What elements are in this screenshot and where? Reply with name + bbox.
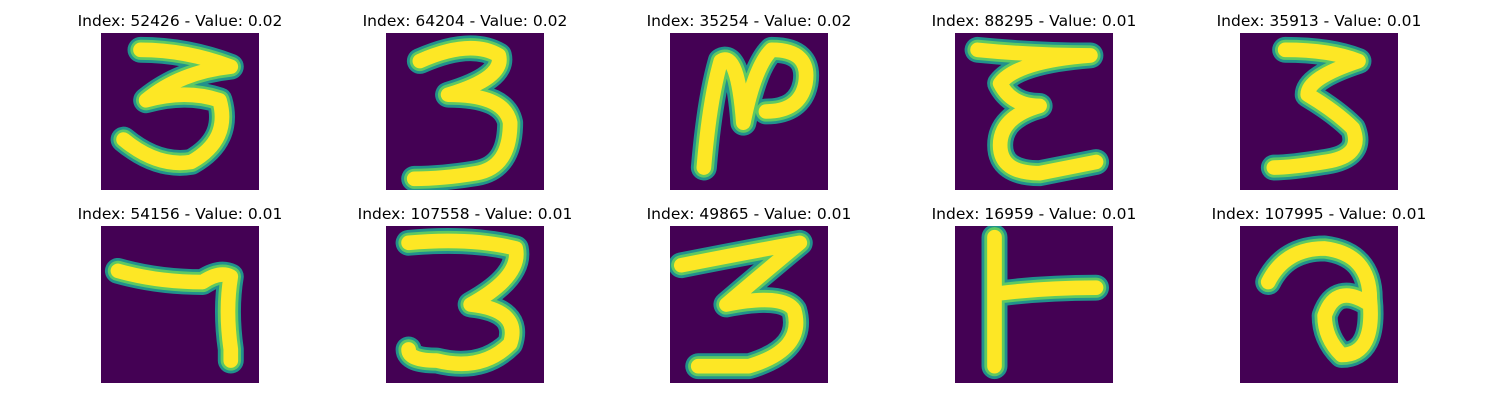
digit-image xyxy=(101,226,259,383)
digit-image xyxy=(386,33,544,190)
stroke-layer xyxy=(401,233,524,372)
panel-title: Index: 54156 - Value: 0.01 xyxy=(77,205,283,223)
panel-title: Index: 16959 - Value: 0.01 xyxy=(931,205,1137,223)
panel-2: Index: 64204 - Value: 0.02 xyxy=(323,12,607,192)
panel-4: Index: 88295 - Value: 0.01 xyxy=(892,12,1176,192)
digit-glyph xyxy=(670,229,813,380)
panel-5: Index: 35913 - Value: 0.01 xyxy=(1177,12,1461,192)
panel-title: Index: 35254 - Value: 0.02 xyxy=(646,12,852,30)
panel-8: Index: 49865 - Value: 0.01 xyxy=(607,205,891,385)
digit-image xyxy=(101,33,259,190)
digit-image xyxy=(386,226,544,383)
panel-7: Index: 107558 - Value: 0.01 xyxy=(323,205,607,385)
digit-image xyxy=(670,33,828,190)
panel-3: Index: 35254 - Value: 0.02 xyxy=(607,12,891,192)
panel-1: Index: 52426 - Value: 0.02 xyxy=(38,12,322,192)
digit-glyph xyxy=(104,257,244,374)
stroke-layer xyxy=(1260,241,1378,363)
digit-glyph xyxy=(964,36,1110,187)
digit-image xyxy=(670,226,828,383)
stroke-layer xyxy=(110,263,239,368)
digit-glyph xyxy=(1255,235,1384,368)
panel-10: Index: 107995 - Value: 0.01 xyxy=(1177,205,1461,385)
stroke-layer xyxy=(1266,42,1366,175)
digit-image xyxy=(955,226,1113,383)
panel-title: Index: 88295 - Value: 0.01 xyxy=(931,12,1137,30)
digit-image xyxy=(955,33,1113,190)
panel-title: Index: 107558 - Value: 0.01 xyxy=(357,205,573,223)
digit-glyph xyxy=(1260,36,1372,181)
stroke-layer xyxy=(406,40,518,187)
digit-glyph xyxy=(690,36,820,181)
stroke-layer xyxy=(970,42,1104,181)
digit-image xyxy=(1240,226,1398,383)
stroke-layer xyxy=(673,235,808,374)
digit-glyph xyxy=(395,228,530,377)
panel-title: Index: 107995 - Value: 0.01 xyxy=(1211,205,1427,223)
digit-glyph xyxy=(110,36,244,176)
panel-title: Index: 64204 - Value: 0.02 xyxy=(362,12,568,30)
stroke-layer xyxy=(987,229,1104,374)
digit-glyph xyxy=(401,35,524,190)
panel-title: Index: 52426 - Value: 0.02 xyxy=(77,12,283,30)
digit-glyph xyxy=(981,226,1110,380)
panel-title: Index: 49865 - Value: 0.01 xyxy=(646,205,852,223)
panel-6: Index: 54156 - Value: 0.01 xyxy=(38,205,322,385)
stroke-layer xyxy=(696,42,814,175)
panel-9: Index: 16959 - Value: 0.01 xyxy=(892,205,1176,385)
stroke-layer xyxy=(116,42,239,171)
panel-title: Index: 35913 - Value: 0.01 xyxy=(1216,12,1422,30)
digit-image xyxy=(1240,33,1398,190)
